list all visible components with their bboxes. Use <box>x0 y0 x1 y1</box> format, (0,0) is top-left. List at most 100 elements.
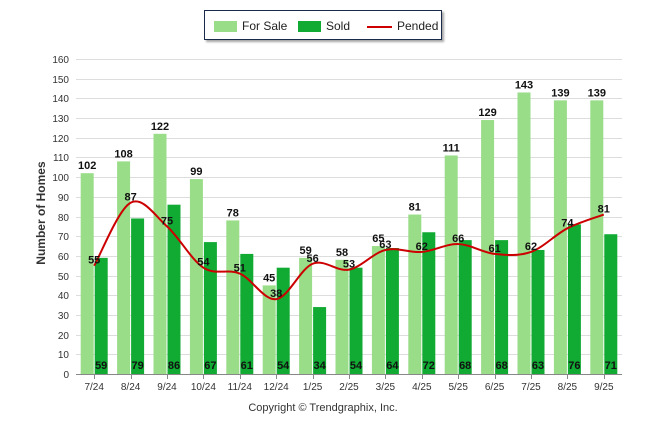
data-label-sold: 63 <box>532 360 544 372</box>
data-label-for-sale: 65 <box>372 233 384 245</box>
x-tick-label: 12/24 <box>264 382 289 393</box>
y-tick-label: 40 <box>58 291 70 302</box>
bar-for-sale <box>517 92 531 374</box>
data-label-for-sale: 139 <box>551 87 569 99</box>
x-tick-label: 11/24 <box>228 382 253 393</box>
data-label-sold: 64 <box>386 360 399 372</box>
bar-for-sale <box>335 259 349 374</box>
x-tick-label: 10/24 <box>191 382 216 393</box>
data-label-pended: 51 <box>234 263 246 275</box>
data-label-for-sale: 59 <box>299 245 311 257</box>
bar-for-sale <box>226 220 240 374</box>
bar-for-sale <box>371 246 385 374</box>
pended-line <box>93 200 605 301</box>
legend-label-for-sale[interactable]: For Sale <box>242 19 288 33</box>
bar-sold <box>131 218 145 374</box>
data-label-pended: 62 <box>416 241 428 253</box>
y-tick-label: 10 <box>58 350 70 361</box>
legend-swatch-sold[interactable] <box>298 21 321 32</box>
data-label-pended: 38 <box>270 288 282 300</box>
bar-sold <box>276 267 290 374</box>
y-tick-label: 150 <box>52 75 69 86</box>
data-label-pended: 56 <box>306 253 318 265</box>
grid-lines <box>76 59 622 375</box>
data-label-pended: 61 <box>488 243 500 255</box>
x-tick-label: 9/25 <box>594 382 614 393</box>
data-label-for-sale: 108 <box>114 148 132 160</box>
x-tick-label: 7/25 <box>521 382 541 393</box>
data-label-for-sale: 99 <box>190 166 202 178</box>
bar-for-sale <box>153 133 167 374</box>
legend-swatch-pended[interactable] <box>367 26 392 28</box>
data-label-sold: 68 <box>459 360 471 372</box>
x-tick-label: 2/25 <box>339 382 359 393</box>
bar-for-sale <box>408 214 422 374</box>
bar-for-sale <box>189 179 203 374</box>
x-tick-label: 1/25 <box>303 382 323 393</box>
data-label-sold: 61 <box>241 360 253 372</box>
data-label-sold: 86 <box>168 360 180 372</box>
bar-sold <box>495 240 509 374</box>
legend-swatch-for-sale[interactable] <box>214 21 237 32</box>
bar-sold <box>385 248 399 374</box>
data-label-pended: 66 <box>452 233 464 245</box>
y-tick-label: 60 <box>58 252 70 263</box>
data-label-sold: 67 <box>204 360 216 372</box>
data-label-pended: 63 <box>379 239 391 251</box>
data-label-for-sale: 139 <box>588 87 606 99</box>
x-tick-label: 3/25 <box>376 382 396 393</box>
bar-sold <box>240 253 254 374</box>
x-tick-label: 8/25 <box>558 382 578 393</box>
copyright-footer: Copyright © Trendgraphix, Inc. <box>248 402 398 414</box>
data-label-sold: 79 <box>131 360 143 372</box>
bar-sold <box>349 267 363 374</box>
pended-series-line <box>93 200 605 301</box>
data-label-pended: 62 <box>525 241 537 253</box>
data-label-for-sale: 122 <box>151 121 169 133</box>
bars <box>80 92 618 374</box>
y-tick-label: 100 <box>52 173 69 184</box>
bar-sold <box>94 257 108 374</box>
bar-sold <box>531 249 545 374</box>
legend-label-sold[interactable]: Sold <box>326 19 351 33</box>
data-label-sold: 54 <box>350 360 363 372</box>
y-axis-title: Number of Homes <box>34 161 48 265</box>
data-label-for-sale: 58 <box>336 247 348 259</box>
data-label-for-sale: 129 <box>478 107 496 119</box>
data-label-for-sale: 111 <box>443 142 460 154</box>
bar-sold <box>567 224 581 374</box>
data-label-sold: 76 <box>568 360 580 372</box>
data-labels: 102 59 108 79 122 86 99 67 78 61 45 54 59 34 58 54 65 64 8… <box>78 79 617 372</box>
y-tick-label: 90 <box>58 193 70 204</box>
data-label-for-sale: 143 <box>515 79 533 91</box>
data-label-pended: 87 <box>124 192 136 204</box>
legend: For Sale Sold Pended <box>204 10 442 40</box>
x-tick-label: 9/24 <box>157 382 177 393</box>
data-label-sold: 59 <box>95 360 107 372</box>
y-tick-label: 70 <box>58 232 70 243</box>
data-label-sold: 68 <box>495 360 507 372</box>
data-label-pended: 81 <box>598 204 610 216</box>
bar-sold <box>422 232 436 374</box>
y-tick-label: 110 <box>53 153 69 164</box>
bar-for-sale <box>80 173 94 374</box>
bar-sold <box>604 234 618 374</box>
bar-for-sale <box>262 285 276 374</box>
x-axis-ticks: 7/24 8/24 9/24 10/24 11/24 12/24 1/25 2/25 3/25 4… <box>84 374 614 393</box>
bar-sold <box>313 307 327 374</box>
legend-label-pended[interactable]: Pended <box>397 19 439 33</box>
bar-for-sale <box>590 100 604 374</box>
bar-for-sale <box>553 100 567 374</box>
bar-for-sale <box>299 257 313 374</box>
data-label-pended: 55 <box>88 255 100 267</box>
y-tick-label: 0 <box>63 370 69 381</box>
y-tick-label: 120 <box>52 134 69 145</box>
y-tick-label: 30 <box>58 311 70 322</box>
data-label-pended: 75 <box>161 215 173 227</box>
y-axis-ticks: 0 10 20 30 40 50 60 70 80 90 100 110 120 130 140 150 160 <box>52 55 69 381</box>
x-tick-label: 7/24 <box>84 382 104 393</box>
y-tick-label: 80 <box>58 213 70 224</box>
data-label-pended: 54 <box>197 257 210 269</box>
y-tick-label: 160 <box>52 55 69 66</box>
